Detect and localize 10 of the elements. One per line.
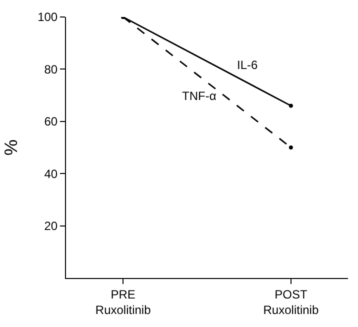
x-tick-label: PRE Ruxolitinib — [95, 287, 152, 317]
y-tick-label: 40 — [44, 166, 58, 181]
series-label: TNF-α — [182, 89, 216, 103]
x-tick-label: POST Ruxolitinib — [263, 287, 319, 317]
y-tick-label: 60 — [44, 114, 58, 129]
y-tick-label: 100 — [38, 10, 58, 24]
y-tick-label: 80 — [44, 62, 58, 76]
y-axis-title: % — [0, 139, 21, 156]
series-label: IL-6 — [237, 58, 258, 72]
y-tick-label: 20 — [44, 219, 58, 233]
